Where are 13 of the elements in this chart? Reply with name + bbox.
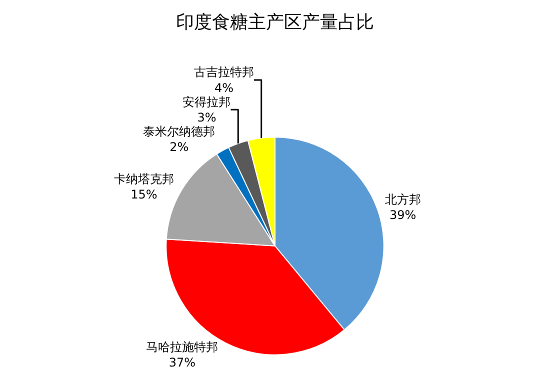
data-label: 15% [130,187,158,202]
data-label: 2% [170,140,189,154]
slice-label: 马哈拉施特邦 [146,340,218,354]
slice-label: 古吉拉特邦 [194,65,254,80]
slice-label: 卡纳塔克邦 [114,172,174,186]
slice-label: 泰米尔纳德邦 [143,124,216,138]
data-label: 4% [214,80,234,95]
slice-label: 北方邦 [384,192,421,207]
data-label: 37% [168,355,196,370]
data-label: 3% [197,110,216,124]
data-label: 39% [389,208,416,222]
chart-title: 印度食糖主产区产量占比 [176,12,374,33]
slice-label: 安得拉邦 [182,94,231,109]
